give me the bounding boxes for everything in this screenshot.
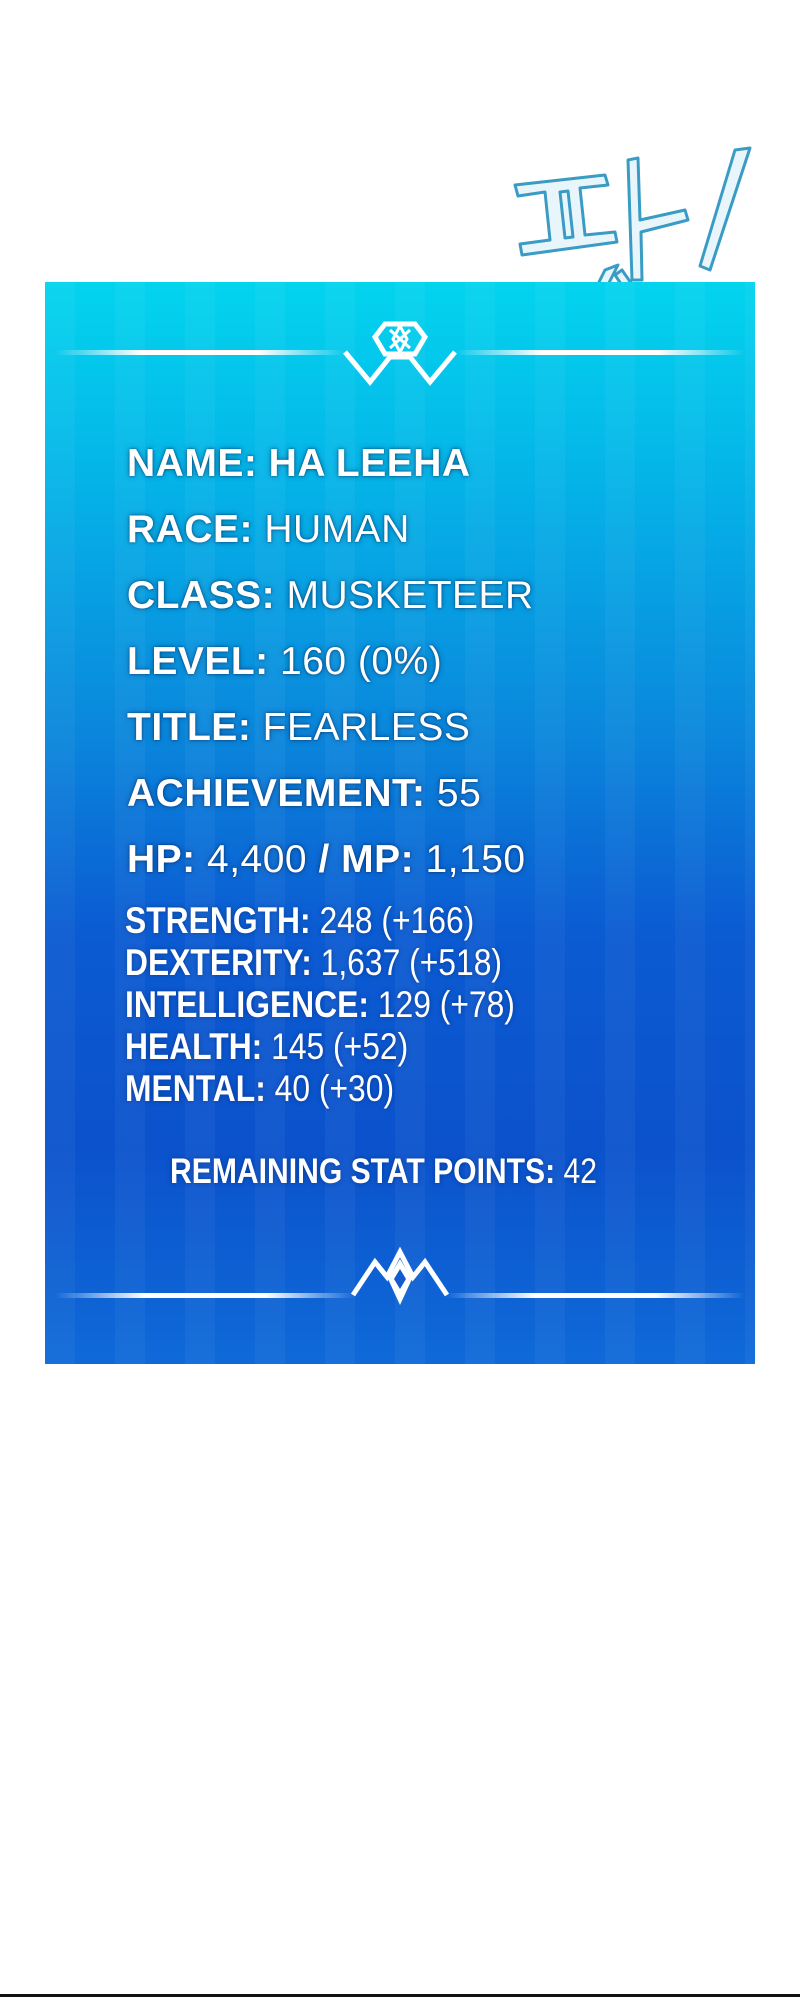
- stat-value: 129 (+78): [377, 984, 515, 1025]
- stat-label: HEALTH:: [125, 1026, 263, 1067]
- stat-value: 248 (+166): [319, 900, 475, 941]
- stat-label: STRENGTH:: [125, 900, 311, 941]
- stat-value: 40 (+30): [274, 1068, 395, 1109]
- stat-mental: MENTAL: 40 (+30): [125, 1068, 394, 1110]
- bottom-ornament-icon: [55, 1246, 745, 1305]
- title-label: TITLE:: [127, 706, 252, 749]
- stat-value: 1,637 (+518): [320, 942, 502, 983]
- level-row: LEVEL: 160 (0%): [127, 640, 442, 684]
- stat-dexterity: DEXTERITY: 1,637 (+518): [125, 942, 502, 984]
- achievement-row: ACHIEVEMENT: 55: [127, 772, 481, 816]
- stat-value: 145 (+52): [271, 1026, 409, 1067]
- achievement-value: 55: [436, 772, 482, 815]
- hp-mp-row: HP: 4,400 / MP: 1,150: [127, 838, 526, 882]
- name-row: NAME: HA LEEHA: [127, 442, 471, 486]
- name-label: NAME:: [127, 442, 258, 485]
- remaining-stat-points: REMAINING STAT POINTS: 42: [170, 1152, 597, 1192]
- race-value: HUMAN: [264, 508, 410, 551]
- stat-strength: STRENGTH: 248 (+166): [125, 900, 474, 942]
- hp-label: HP:: [127, 838, 196, 881]
- level-label: LEVEL:: [127, 640, 269, 683]
- race-row: RACE: HUMAN: [127, 508, 410, 552]
- mp-label: MP:: [341, 838, 415, 881]
- status-window: NAME: HA LEEHA RACE: HUMAN CLASS: MUSKET…: [45, 282, 755, 1364]
- top-ornament-icon: [55, 321, 745, 386]
- class-row: CLASS: MUSKETEER: [127, 574, 534, 618]
- remaining-value: 42: [563, 1152, 598, 1191]
- stat-health: HEALTH: 145 (+52): [125, 1026, 408, 1068]
- name-value: HA LEEHA: [268, 442, 471, 485]
- title-value: FEARLESS: [262, 706, 471, 749]
- stat-label: DEXTERITY:: [125, 942, 312, 983]
- stat-intelligence: INTELLIGENCE: 129 (+78): [125, 984, 515, 1026]
- achievement-label: ACHIEVEMENT:: [127, 772, 426, 815]
- stat-label: INTELLIGENCE:: [125, 984, 369, 1025]
- mp-value: 1,150: [425, 838, 526, 881]
- hp-value: 4,400: [207, 838, 308, 881]
- stat-label: MENTAL:: [125, 1068, 266, 1109]
- class-value: MUSKETEER: [286, 574, 534, 617]
- separator: /: [318, 838, 330, 881]
- title-row: TITLE: FEARLESS: [127, 706, 470, 750]
- level-value: 160 (0%): [280, 640, 443, 683]
- class-label: CLASS:: [127, 574, 276, 617]
- race-label: RACE:: [127, 508, 253, 551]
- remaining-label: REMAINING STAT POINTS:: [170, 1152, 556, 1191]
- bottom-divider: [0, 1994, 800, 1997]
